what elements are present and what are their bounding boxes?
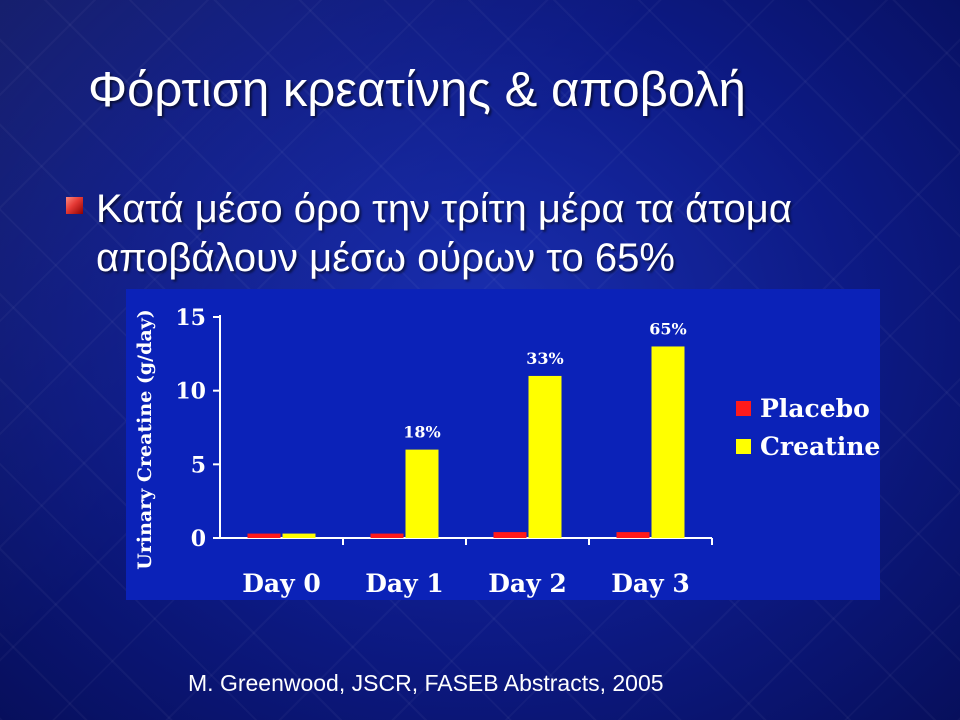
chart-svg: Urinary Creatine (g/day) 0 5 10 15 Day 0 Day 1… bbox=[134, 305, 880, 598]
bullet-line-2: αποβάλουν μέσω ούρων το 65% bbox=[96, 236, 675, 280]
legend-swatch-creatine bbox=[736, 439, 751, 454]
bar-creatine-day-2 bbox=[528, 375, 562, 538]
citation: M. Greenwood, JSCR, FASEB Abstracts, 200… bbox=[188, 670, 664, 696]
x-category-label: Day 1 bbox=[365, 569, 444, 598]
bar-placebo-day-3 bbox=[616, 532, 650, 538]
slide-title: Φόρτιση κρεατίνης & αποβολή bbox=[88, 63, 746, 117]
bar-creatine-day-3 bbox=[651, 346, 685, 538]
x-category-label: Day 0 bbox=[242, 569, 321, 598]
legend-label-placebo: Placebo bbox=[760, 394, 870, 423]
chart: Urinary Creatine (g/day) 0 5 10 15 Day 0 Day 1… bbox=[126, 289, 880, 600]
bar-placebo-day-1 bbox=[370, 533, 404, 538]
bar-creatine-day-0 bbox=[282, 533, 316, 538]
y-tick-label: 15 bbox=[175, 305, 206, 331]
bar-annotation: 33% bbox=[526, 349, 563, 368]
bar-creatine-day-1 bbox=[405, 449, 439, 538]
bar-annotation: 65% bbox=[649, 319, 686, 338]
bar-annotation: 18% bbox=[403, 423, 440, 442]
y-tick-label: 5 bbox=[191, 452, 206, 478]
chart-layer: Urinary Creatine (g/day) 0 5 10 15 Day 0 Day 1… bbox=[134, 305, 880, 598]
x-category-label: Day 2 bbox=[488, 569, 567, 598]
legend-swatch-placebo bbox=[736, 401, 751, 416]
x-category-label: Day 3 bbox=[611, 569, 690, 598]
bullet-line-1: Κατά μέσο όρο την τρίτη μέρα τα άτομα bbox=[96, 187, 792, 231]
y-tick-label: 10 bbox=[175, 379, 206, 405]
bullet-icon bbox=[66, 197, 83, 214]
bullet-text: Κατά μέσο όρο την τρίτη μέρα τα άτομα απ… bbox=[96, 185, 792, 283]
y-axis-label: Urinary Creatine (g/day) bbox=[134, 309, 156, 569]
y-tick-label: 0 bbox=[191, 526, 206, 552]
bar-placebo-day-2 bbox=[493, 532, 527, 538]
legend-label-creatine: Creatine bbox=[760, 432, 880, 461]
bar-placebo-day-0 bbox=[247, 533, 281, 538]
